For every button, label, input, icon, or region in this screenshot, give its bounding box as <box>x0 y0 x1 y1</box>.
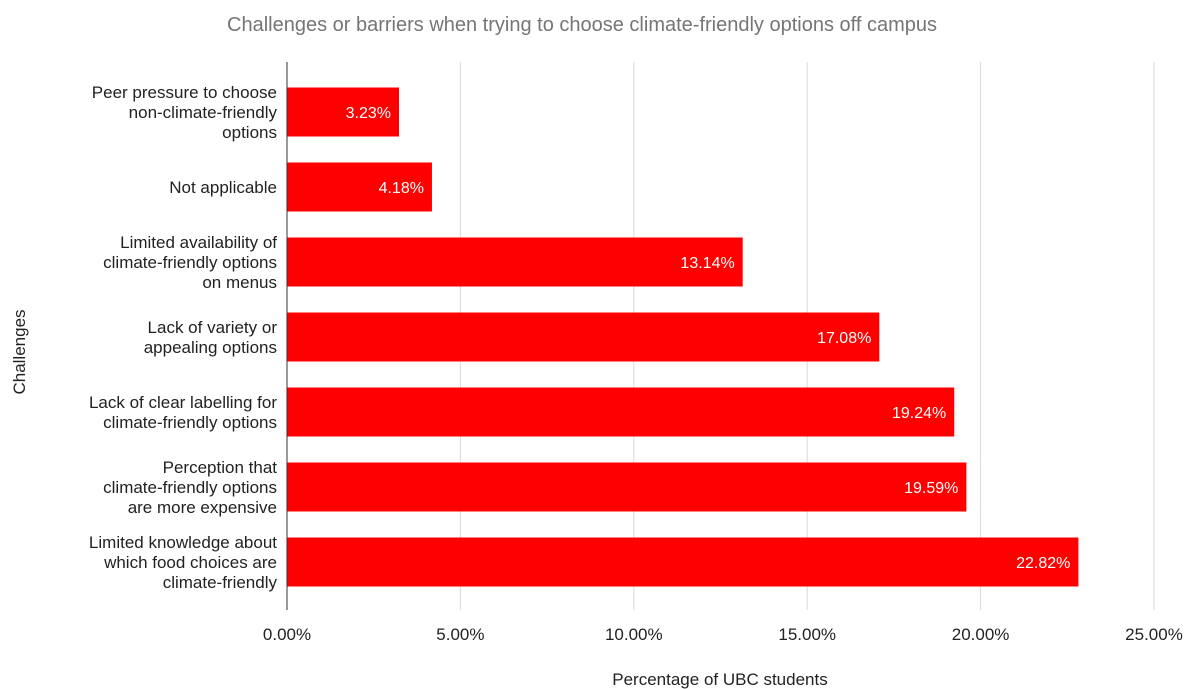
bars <box>287 87 1079 587</box>
category-label: Lack of clear labelling for climate-frien… <box>89 393 277 432</box>
x-tick-label: 5.00% <box>436 625 484 644</box>
category-label: Perception that climate-friendly options a… <box>103 458 277 517</box>
bar <box>287 87 400 137</box>
x-axis-title: Percentage of UBC students <box>612 670 827 689</box>
x-tick-label: 20.00% <box>952 625 1010 644</box>
x-tick-label: 15.00% <box>778 625 836 644</box>
data-label: 22.82% <box>1016 555 1070 572</box>
data-label: 4.18% <box>379 180 424 197</box>
data-label: 19.24% <box>892 405 946 422</box>
data-label: 19.59% <box>904 480 958 497</box>
data-label: 3.23% <box>346 105 391 122</box>
x-tick-label: 10.00% <box>605 625 663 644</box>
bar <box>287 312 880 362</box>
data-labels: 3.23% 4.18% 13.14% 17.08% 19.24% 19.59% 22.82% <box>346 105 1071 572</box>
category-label: Not applicable <box>169 178 277 197</box>
bar <box>287 162 432 212</box>
category-label: Peer pressure to choose non-climate-frien… <box>92 83 278 142</box>
category-label: Limited knowledge about which food choice… <box>89 533 278 592</box>
data-label: 17.08% <box>817 330 871 347</box>
category-label: Limited availability of climate-friendly … <box>103 233 277 292</box>
x-tick-labels: 0.00% 5.00% 10.00% 15.00% 20.00% 25.00% <box>263 625 1183 644</box>
category-label: Lack of variety or appealing options <box>144 318 278 357</box>
x-tick-label: 0.00% <box>263 625 311 644</box>
chart-title: Challenges or barriers when trying to ch… <box>227 14 937 36</box>
data-label: 13.14% <box>680 255 734 272</box>
bar <box>287 537 1079 587</box>
bar <box>287 237 743 287</box>
x-tick-label: 25.00% <box>1125 625 1183 644</box>
y-axis-title: Challenges <box>10 309 29 394</box>
category-labels: Peer pressure to choose non-climate-frien… <box>89 83 278 592</box>
bar <box>287 387 955 437</box>
bar <box>287 462 967 512</box>
